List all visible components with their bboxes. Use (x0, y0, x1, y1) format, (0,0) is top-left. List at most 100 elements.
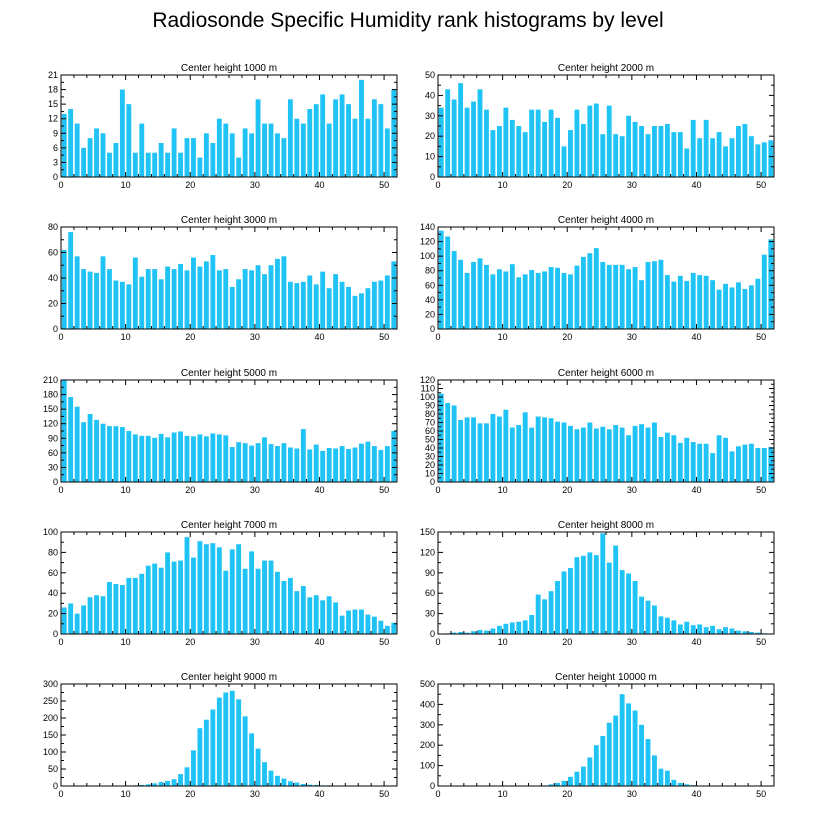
histogram-bar (606, 264, 612, 329)
histogram-bar (249, 133, 255, 177)
histogram-bar (619, 136, 625, 177)
x-tick-label: 30 (250, 789, 260, 799)
histogram-bar (287, 99, 293, 177)
y-tick-label: 30 (425, 111, 435, 121)
histogram-bar (522, 132, 528, 177)
histogram-bar (378, 104, 384, 177)
x-tick-label: 50 (379, 180, 389, 190)
histogram-bar (229, 447, 235, 482)
histogram-bar (223, 435, 229, 482)
histogram-bar (664, 770, 670, 786)
histogram-bar (81, 147, 87, 177)
y-tick-label: 150 (43, 404, 58, 414)
histogram-bar (352, 447, 358, 482)
histogram-bar (503, 409, 509, 482)
histogram-bar (438, 107, 444, 177)
y-tick-label: 250 (43, 696, 58, 706)
histogram-bar (658, 126, 664, 177)
histogram-bar (535, 594, 541, 634)
x-tick-label: 20 (185, 637, 195, 647)
histogram-bar (307, 784, 313, 786)
histogram-bar (223, 570, 229, 634)
y-tick-label: 120 (43, 419, 58, 429)
histogram-bar (723, 437, 728, 482)
histogram-bar (677, 442, 683, 482)
y-tick-label: 100 (43, 527, 58, 537)
histogram-bar (748, 285, 754, 329)
y-tick-label: 140 (420, 222, 435, 232)
histogram-bar (574, 109, 580, 177)
histogram-bar (307, 597, 313, 634)
histogram-bar (216, 434, 222, 482)
histogram-bar (613, 545, 619, 634)
histogram-bar (384, 446, 390, 482)
histogram-bar (184, 767, 190, 786)
page-title: Radiosonde Specific Humidity rank histog… (152, 9, 664, 32)
histogram-bar (626, 435, 632, 482)
histogram-bar (561, 272, 567, 329)
histogram-panel: Center height 9000 m 0 10 20 30 40 50 0 50 100 150… (43, 672, 398, 799)
histogram-bar (87, 414, 93, 482)
histogram-bar (229, 286, 235, 329)
histogram-bar (152, 437, 158, 482)
histogram-bar (152, 563, 158, 634)
y-tick-label: 200 (43, 713, 58, 723)
histogram-bar (197, 541, 203, 634)
y-tick-label: 100 (420, 761, 435, 771)
histogram-bar (178, 152, 183, 177)
y-tick-label: 60 (425, 426, 435, 436)
histogram-bar (255, 748, 261, 786)
histogram-bar (742, 288, 748, 329)
histogram-bar (113, 280, 119, 329)
histogram-bar (490, 130, 496, 177)
histogram-bar (555, 782, 560, 786)
histogram-bar (74, 613, 80, 634)
y-tick-label: 30 (48, 462, 58, 472)
histogram-bar (339, 94, 345, 177)
histogram-bar (81, 422, 87, 482)
histogram-bar (139, 435, 145, 482)
histogram-bar (748, 443, 754, 482)
y-tick-label: 50 (48, 764, 58, 774)
histogram-bar (529, 109, 535, 177)
histogram-bar (275, 446, 280, 482)
x-tick-label: 50 (756, 637, 766, 647)
histogram-panel: Center height 2000 m 0 10 20 30 40 50 0 10 20 30 40… (425, 63, 775, 190)
histogram-bar (275, 571, 280, 634)
x-tick-label: 10 (498, 180, 508, 190)
x-tick-label: 0 (58, 332, 63, 342)
y-tick-label: 90 (48, 433, 58, 443)
histogram-bar (458, 259, 464, 329)
x-tick-label: 20 (562, 789, 572, 799)
histogram-bar (471, 261, 476, 329)
histogram-bar (94, 128, 99, 177)
y-tick-label: 500 (420, 679, 435, 689)
histogram-bar (703, 443, 709, 482)
histogram-bar (61, 113, 67, 177)
histogram-bar (632, 121, 638, 177)
histogram-bar (697, 443, 703, 482)
histogram-bar (145, 269, 151, 329)
histogram-bar (100, 423, 106, 482)
histogram-bar (107, 581, 112, 634)
histogram-bar (165, 437, 171, 482)
x-tick-label: 30 (250, 637, 260, 647)
histogram-bar (152, 269, 158, 329)
histogram-bar (600, 736, 606, 786)
histogram-bar (555, 421, 560, 482)
histogram-bar (119, 89, 125, 177)
histogram-bar (262, 560, 267, 634)
histogram-bar (107, 426, 112, 482)
histogram-bar (262, 274, 267, 329)
histogram-bar (294, 118, 300, 177)
x-tick-label: 0 (435, 332, 440, 342)
histogram-bar (268, 560, 274, 634)
y-tick-label: 20 (48, 609, 58, 619)
histogram-bar (639, 126, 644, 177)
histogram-bar (658, 436, 664, 482)
histogram-bar (574, 771, 580, 786)
histogram-bar (587, 253, 593, 329)
x-tick-label: 40 (691, 485, 701, 495)
x-tick-label: 30 (627, 637, 637, 647)
